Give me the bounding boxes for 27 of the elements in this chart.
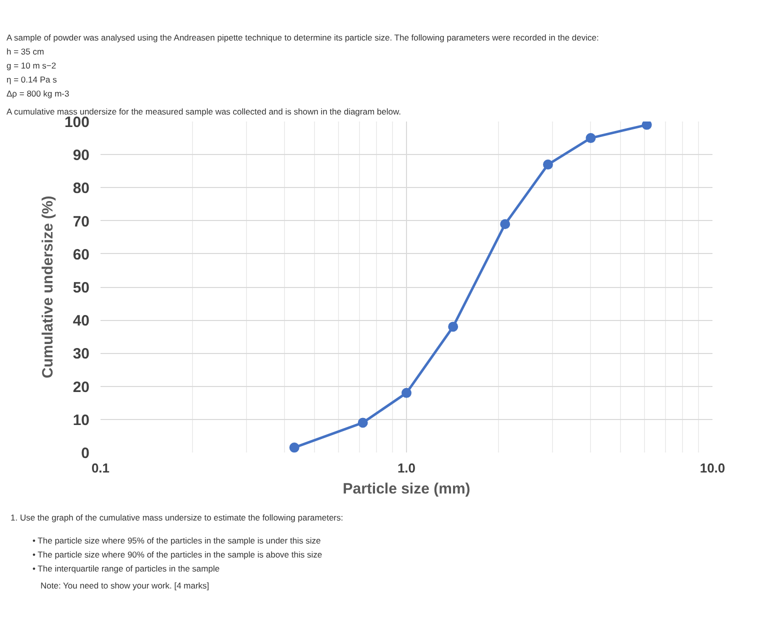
text: Δρ = 800 kg m-3 — [6, 88, 70, 98]
text: η = 0.14 Pa s — [6, 74, 57, 84]
x-tick-label: 0.1 — [91, 460, 110, 476]
y-tick-label: 20 — [72, 378, 90, 396]
y-tick-label: 80 — [72, 180, 90, 198]
y-tick-label: 50 — [72, 280, 90, 296]
y-axis-title: Cumulative undersize (%) — [39, 196, 56, 378]
text: • The particle size where 95% of the particles in the sample is under this size — [32, 536, 321, 546]
y-tick-label: 70 — [72, 213, 90, 230]
y-tick-label: 60 — [72, 246, 90, 264]
x-axis-title: Particle size (mm) — [342, 480, 470, 498]
y-tick-label: 0 — [81, 445, 90, 462]
text: h = 35 cm — [6, 46, 44, 56]
y-tick-label: 100 — [64, 114, 90, 131]
y-tick-label: 10 — [72, 412, 90, 429]
text: A sample of powder was analysed using the Andreasen pipette technique to determine its particle size. The following parameters were recorded in the device: — [6, 32, 599, 42]
text: 1. Use the graph of the cumulative mass undersize to estimate the following parameters: — [10, 512, 344, 522]
x-tick-label: 1.0 — [397, 460, 416, 476]
y-tick-label: 90 — [72, 147, 90, 164]
text: g = 10 m s−2 — [6, 60, 56, 70]
text: Note: You need to show your work. [4 marks] — [40, 580, 210, 590]
y-tick-label: 30 — [72, 346, 90, 363]
text: • The interquartile range of particles in the sample — [32, 564, 220, 574]
text: • The particle size where 90% of the particles in the sample is above this size — [32, 550, 322, 560]
text: A cumulative mass undersize for the measured sample was collected and is shown in the diagram below. — [6, 106, 402, 116]
y-tick-label: 40 — [72, 312, 90, 330]
x-tick-label: 10.0 — [700, 460, 726, 476]
